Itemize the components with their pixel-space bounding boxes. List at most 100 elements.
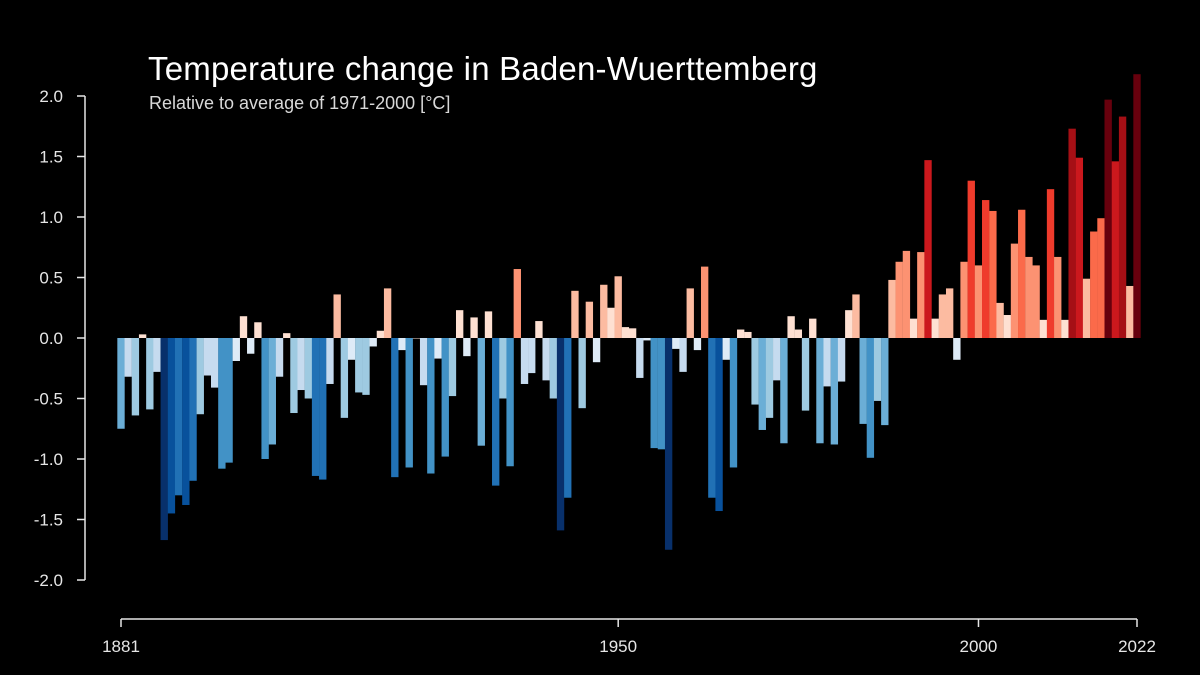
bar-1898 (239, 316, 248, 338)
bar-1889 (174, 338, 183, 496)
bar-1916 (369, 338, 377, 347)
bar-2010 (1046, 189, 1055, 338)
bar-1953 (636, 338, 644, 378)
bar-1996 (945, 288, 954, 338)
bar-1903 (275, 338, 284, 377)
bar-1888 (167, 338, 176, 514)
bar-1998 (960, 261, 968, 338)
bar-1952 (628, 328, 637, 338)
bar-1950 (614, 276, 622, 338)
bar-1945 (578, 338, 586, 409)
bar-1938 (528, 338, 536, 374)
y-tick-label: 0.5 (39, 269, 63, 288)
bar-1948 (600, 284, 608, 338)
bar-1884 (138, 334, 147, 338)
bar-1905 (290, 338, 298, 414)
y-tick-label: 1.0 (39, 208, 63, 227)
bar-1911 (333, 294, 341, 338)
bar-1969 (751, 338, 759, 405)
bar-1918 (383, 288, 392, 338)
bar-1886 (153, 338, 161, 372)
x-tick-label: 2022 (1118, 637, 1156, 656)
bar-1955 (650, 338, 658, 449)
bar-1906 (297, 338, 305, 391)
bar-1964 (715, 338, 723, 512)
bar-1922 (412, 338, 421, 339)
bar-1971 (765, 338, 774, 418)
bar-1895 (218, 338, 226, 469)
bar-1928 (455, 310, 464, 338)
bar-1986 (873, 338, 882, 401)
bar-1999 (967, 180, 975, 338)
bar-1897 (232, 338, 240, 361)
bar-1973 (780, 338, 788, 444)
y-axis: 2.0 1.5 1.0 0.5 0.0 -0.5 -1.0 -1.5 -2.0 (34, 87, 86, 590)
bar-1962 (700, 266, 709, 338)
bar-1901 (261, 338, 269, 459)
bar-2015 (1082, 278, 1091, 338)
bar-1942 (556, 338, 565, 531)
bar-1995 (938, 294, 947, 338)
x-axis: 1881 1950 2000 2022 (102, 618, 1156, 656)
bar-1939 (535, 321, 543, 338)
bar-1894 (211, 338, 219, 388)
chart-title: Temperature change in Baden-Wuerttemberg (148, 50, 818, 87)
bar-2003 (996, 302, 1004, 338)
y-tick-label: 2.0 (39, 87, 63, 106)
bar-1920 (398, 338, 406, 351)
bar-1935 (506, 338, 514, 467)
y-tick-label: -1.0 (34, 450, 63, 469)
bar-2020 (1118, 116, 1127, 338)
bar-1990 (902, 250, 911, 338)
bar-1919 (391, 338, 399, 478)
bar-2014 (1075, 157, 1084, 338)
bar-1974 (787, 316, 795, 338)
bar-1925 (434, 338, 442, 359)
bar-1983 (852, 294, 860, 338)
bar-2011 (1054, 256, 1062, 338)
bar-1882 (124, 338, 132, 377)
bar-2021 (1126, 285, 1134, 338)
bar-1937 (520, 338, 529, 384)
bar-1933 (492, 338, 500, 486)
bar-1976 (801, 338, 810, 411)
bar-1967 (737, 329, 745, 338)
bar-1900 (254, 322, 262, 338)
bar-2016 (1090, 231, 1098, 338)
bar-1907 (304, 338, 313, 399)
bar-1958 (672, 338, 680, 349)
bar-2005 (1010, 243, 1019, 338)
bar-1970 (758, 338, 766, 430)
bar-1926 (441, 338, 449, 457)
y-tick-label: -1.5 (34, 511, 63, 530)
bar-2017 (1097, 218, 1105, 338)
bar-1979 (823, 338, 831, 387)
bar-1972 (773, 338, 781, 381)
bar-1921 (405, 338, 413, 468)
bar-2019 (1111, 161, 1120, 338)
bar-1980 (830, 338, 839, 445)
bar-1988 (888, 279, 896, 338)
bar-1893 (203, 338, 212, 376)
bar-1912 (340, 338, 349, 418)
bar-1934 (499, 338, 507, 399)
bar-1924 (427, 338, 435, 474)
bar-1984 (859, 338, 867, 424)
bar-1923 (419, 338, 428, 386)
bar-2001 (982, 200, 990, 338)
bar-1978 (816, 338, 824, 444)
bar-1992 (917, 252, 925, 338)
bar-1966 (729, 338, 738, 468)
bar-1959 (679, 338, 687, 372)
bar-2013 (1068, 128, 1076, 338)
chart-subtitle: Relative to average of 1971-2000 [°C] (149, 93, 451, 113)
bar-1944 (571, 290, 579, 338)
bar-1994 (931, 318, 939, 338)
bar-1887 (160, 338, 168, 541)
bar-1982 (845, 310, 853, 338)
bar-1965 (722, 338, 730, 360)
x-tick-label: 1881 (102, 637, 140, 656)
bar-1991 (909, 318, 918, 338)
y-tick-label: -0.5 (34, 390, 63, 409)
